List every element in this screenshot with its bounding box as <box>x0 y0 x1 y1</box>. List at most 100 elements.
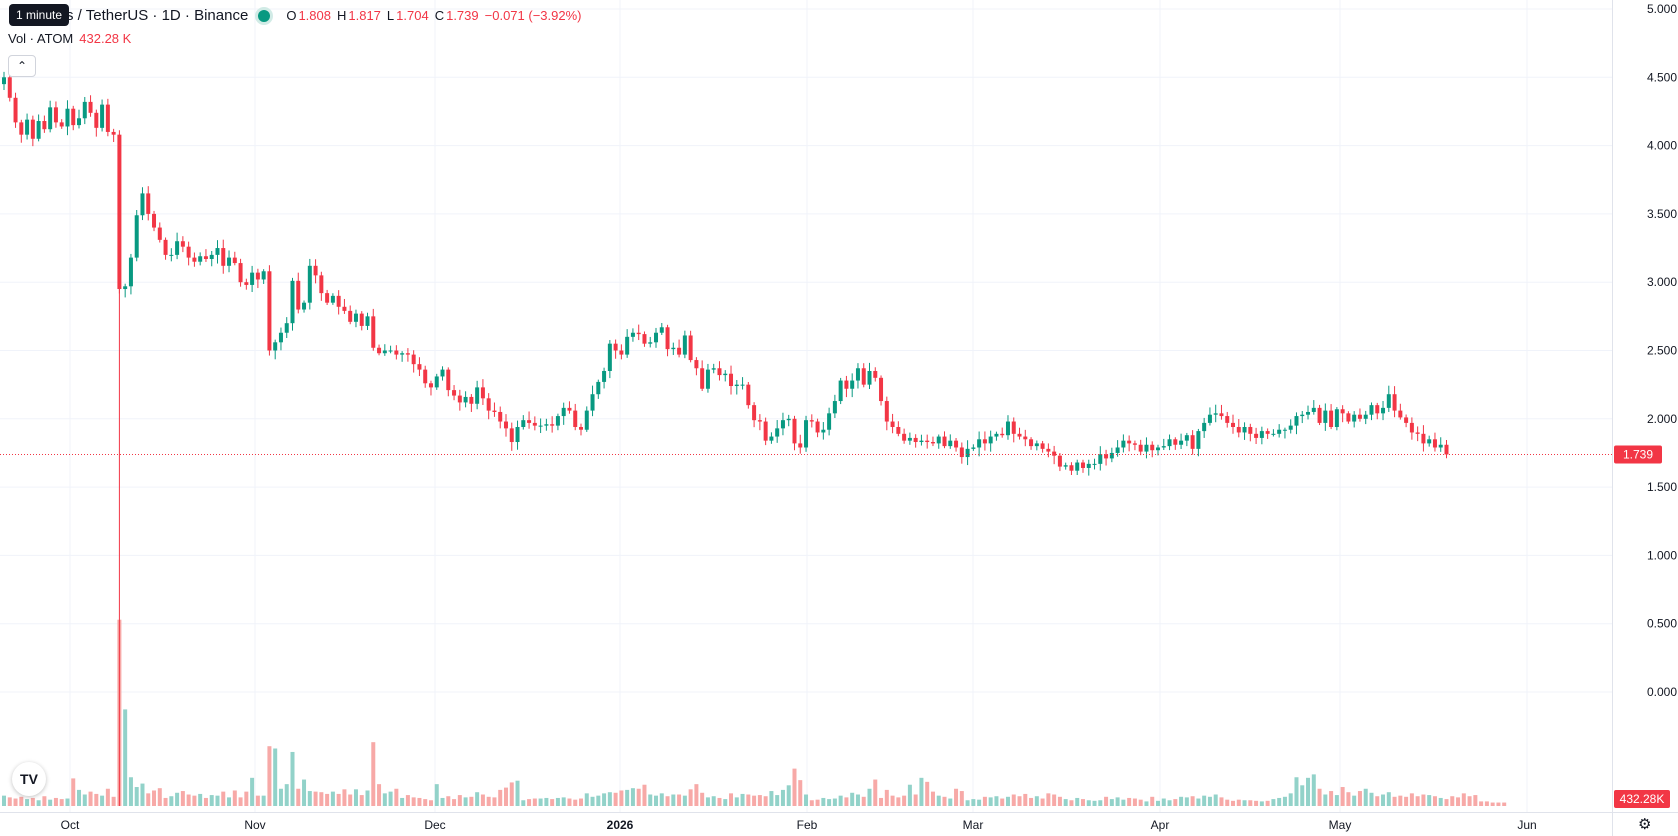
candle-body <box>752 405 757 421</box>
volume-bar <box>382 793 387 806</box>
volume-bar <box>1167 800 1172 806</box>
volume-bar <box>71 778 76 806</box>
volume-bar <box>1184 797 1189 806</box>
candle-body <box>353 313 358 322</box>
volume-bar <box>775 795 780 806</box>
candle-body <box>1156 447 1160 451</box>
volume-bar <box>619 790 624 806</box>
volume-bar <box>1352 795 1357 806</box>
axis-corner <box>1612 812 1678 836</box>
volume-bar <box>1282 796 1287 806</box>
price-axis-svg[interactable]: 5.000 4.500 4.000 3.500 3.000 2.500 2.000 1.500… <box>1613 0 1678 812</box>
volume-bar <box>948 798 953 806</box>
candle-body <box>821 429 826 433</box>
candle-body <box>1040 443 1045 449</box>
volume-bar <box>42 796 47 806</box>
candle-body <box>382 350 387 354</box>
candle-body <box>1121 440 1126 448</box>
candle-body <box>729 373 734 387</box>
volume-bar <box>648 794 653 806</box>
candle-body <box>19 122 24 135</box>
candle-body <box>682 335 687 355</box>
candle-body <box>1254 433 1259 438</box>
candle-body <box>1063 465 1068 467</box>
candle-body <box>896 426 901 434</box>
volume-bar <box>1259 801 1264 806</box>
volume-bar <box>411 797 416 806</box>
volume-bar <box>319 792 324 806</box>
volume-bar <box>642 784 647 806</box>
volume-bar <box>1386 792 1391 806</box>
price-tick-label: 1.500 <box>1647 480 1677 494</box>
candle-body <box>255 272 260 280</box>
volume-bar <box>538 798 543 806</box>
candle-body <box>1236 426 1241 433</box>
candle-body <box>786 418 791 421</box>
volume-bar <box>169 796 174 806</box>
candle-body <box>1190 435 1195 449</box>
candle-body <box>267 271 272 351</box>
volume-bar <box>227 797 232 806</box>
chart-area[interactable] <box>0 0 1612 812</box>
time-axis[interactable]: Oct Nov Dec 2026 Feb Mar Apr May Jun <box>0 812 1612 836</box>
time-axis-svg[interactable]: Oct Nov Dec 2026 Feb Mar Apr May Jun <box>0 813 1612 836</box>
volume-bar <box>77 789 82 806</box>
candle-body <box>550 424 555 426</box>
candle-body <box>1317 407 1322 423</box>
candle-body <box>302 302 307 310</box>
volume-bar <box>1052 794 1057 806</box>
volume-label[interactable]: Vol · ATOM <box>8 31 74 46</box>
candle-body <box>475 387 480 404</box>
candle-body <box>1173 439 1178 445</box>
volume-bar <box>1317 788 1322 806</box>
volume-bar <box>1127 797 1132 806</box>
volume-bar <box>313 791 318 806</box>
candle-body <box>890 421 895 427</box>
settings-gear-icon[interactable]: ⚙ <box>1638 816 1652 833</box>
volume-bar <box>982 796 987 806</box>
candle-body <box>498 411 503 422</box>
volume-bar <box>250 777 255 806</box>
candle-body <box>319 275 324 294</box>
time-tick-label: Dec <box>424 818 445 832</box>
volume-bar <box>1265 800 1270 806</box>
price-tick-label: 0.000 <box>1647 685 1677 699</box>
candle-body <box>1357 414 1362 419</box>
volume-bar <box>636 788 641 806</box>
candle-body <box>671 347 676 350</box>
volume-bar <box>844 797 849 806</box>
candle-body <box>417 364 422 370</box>
volume-bar <box>515 780 520 806</box>
tradingview-logo-icon[interactable]: TV <box>12 762 46 796</box>
volume-bar <box>209 795 214 806</box>
candle-body <box>1179 440 1184 445</box>
volume-bar <box>1092 800 1097 806</box>
candle-body <box>88 101 93 113</box>
volume-bar <box>1421 794 1426 806</box>
candle-body <box>1127 440 1132 444</box>
volume-bar <box>607 792 612 806</box>
volume-bar <box>152 790 157 806</box>
candle-body <box>278 332 283 343</box>
price-axis[interactable]: 5.000 4.500 4.000 3.500 3.000 2.500 2.000 1.500… <box>1612 0 1678 812</box>
price-tick-label: 4.500 <box>1647 70 1677 84</box>
candle-body <box>1300 414 1305 417</box>
volume-bar <box>25 799 30 806</box>
collapse-legend-button[interactable]: ⌃ <box>8 55 36 77</box>
candle-body <box>250 272 255 285</box>
candle-body <box>954 440 959 448</box>
volume-bar <box>1236 799 1241 806</box>
candle-body <box>630 332 635 337</box>
volume-bar <box>861 796 866 806</box>
chart-svg[interactable] <box>0 0 1612 812</box>
volume-bar <box>602 793 607 806</box>
time-tick-label: Feb <box>797 818 818 832</box>
volume-bar <box>1040 798 1045 806</box>
volume-bar <box>417 797 422 806</box>
candle-body <box>209 254 214 259</box>
candle-body <box>1069 465 1074 471</box>
volume-bar <box>700 792 705 806</box>
symbol-title[interactable]: s / TetherUS · 1D · Binance <box>66 7 249 24</box>
candle-body <box>1196 431 1201 449</box>
volume-bar <box>1248 800 1253 806</box>
